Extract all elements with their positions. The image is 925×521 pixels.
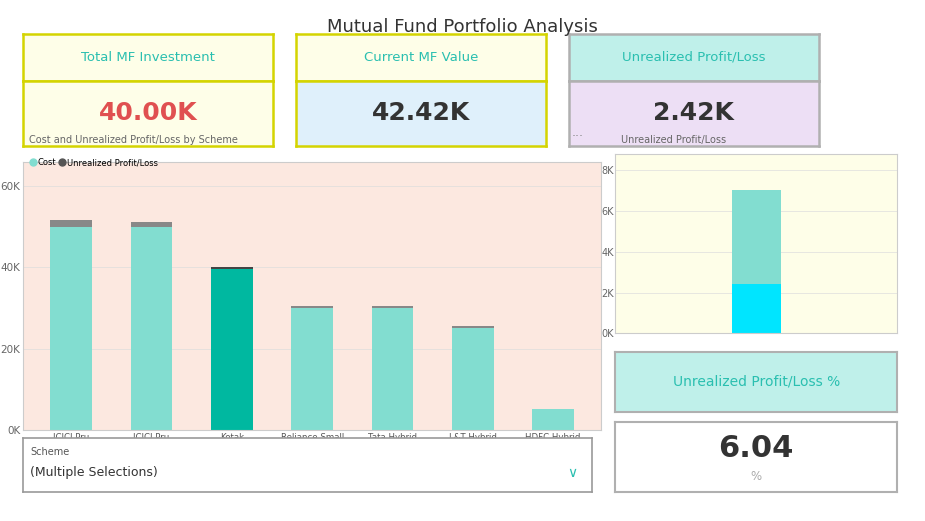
Text: Scheme: Scheme: [30, 448, 69, 457]
Text: (Multiple Selections): (Multiple Selections): [30, 466, 157, 479]
Bar: [51, 220, 92, 227]
Text: Mutual Fund Portfolio Analysis: Mutual Fund Portfolio Analysis: [327, 18, 598, 36]
Bar: [291, 306, 333, 308]
Bar: [130, 227, 172, 430]
Text: 42.42K: 42.42K: [372, 102, 470, 126]
Bar: [291, 308, 333, 430]
Text: Current MF Value: Current MF Value: [364, 51, 478, 64]
Text: ···: ···: [572, 130, 584, 143]
Bar: [211, 267, 253, 269]
Bar: [211, 267, 253, 430]
Text: Total MF Investment: Total MF Investment: [81, 51, 215, 64]
Bar: [51, 227, 92, 430]
Bar: [372, 306, 413, 308]
Text: Unrealized Profit/Loss %: Unrealized Profit/Loss %: [672, 375, 840, 389]
Bar: [732, 284, 781, 333]
Text: 6.04: 6.04: [719, 434, 794, 463]
Bar: [532, 410, 574, 430]
Bar: [732, 191, 781, 284]
Text: Cost and Unrealized Profit/Loss by Scheme: Cost and Unrealized Profit/Loss by Schem…: [29, 135, 238, 145]
Text: %: %: [750, 470, 762, 483]
Text: 40.00K: 40.00K: [99, 102, 197, 126]
Text: Unrealized Profit/Loss: Unrealized Profit/Loss: [622, 51, 766, 64]
Bar: [452, 326, 494, 328]
Bar: [130, 222, 172, 227]
Text: Unrealized Profit/Loss: Unrealized Profit/Loss: [621, 135, 726, 145]
Bar: [452, 328, 494, 430]
Legend: Cost, Unrealized Profit/Loss: Cost, Unrealized Profit/Loss: [28, 155, 161, 170]
Text: 2.42K: 2.42K: [653, 102, 734, 126]
Text: ∨: ∨: [568, 466, 578, 480]
Bar: [372, 308, 413, 430]
Bar: [532, 408, 574, 410]
